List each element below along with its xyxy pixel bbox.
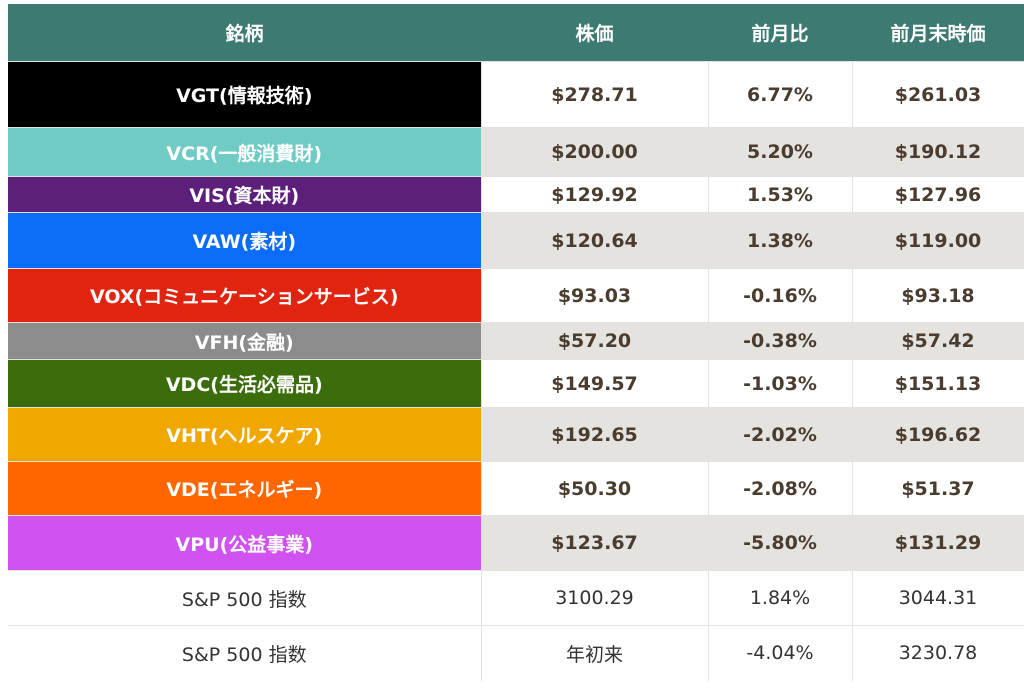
table-header-row: 銘柄 株価 前月比 前月末時価 bbox=[8, 4, 1024, 62]
index-change-cell: 1.84% bbox=[708, 570, 853, 626]
header-change: 前月比 bbox=[708, 4, 852, 62]
price-cell: $50.30 bbox=[481, 461, 709, 516]
table-row: VIS(資本財) $129.92 1.53% $127.96 bbox=[8, 176, 1024, 213]
table-row: VDE(エネルギー) $50.30 -2.08% $51.37 bbox=[8, 461, 1024, 516]
index-prev-close-cell: 3230.78 bbox=[852, 625, 1024, 681]
sector-name-cell: VGT(情報技術) bbox=[8, 61, 482, 128]
prev-close-cell: $57.42 bbox=[852, 322, 1024, 360]
change-cell: 6.77% bbox=[708, 61, 853, 128]
change-cell: 1.38% bbox=[708, 212, 853, 269]
change-cell: -0.16% bbox=[708, 268, 853, 323]
sector-performance-table-wrap: 銘柄 株価 前月比 前月末時価 VGT(情報技術) $278.71 6.77% … bbox=[8, 4, 1024, 681]
table-row: VDC(生活必需品) $149.57 -1.03% $151.13 bbox=[8, 359, 1024, 408]
price-cell: $278.71 bbox=[481, 61, 709, 128]
sector-name-cell: VDC(生活必需品) bbox=[8, 359, 482, 408]
index-price-cell: 3100.29 bbox=[481, 570, 709, 626]
change-cell: -2.08% bbox=[708, 461, 853, 516]
index-row: S&P 500 指数 3100.29 1.84% 3044.31 bbox=[8, 570, 1024, 626]
prev-close-cell: $119.00 bbox=[852, 212, 1024, 269]
price-cell: $149.57 bbox=[481, 359, 709, 408]
prev-close-cell: $93.18 bbox=[852, 268, 1024, 323]
sector-name-cell: VAW(素材) bbox=[8, 212, 482, 269]
price-cell: $123.67 bbox=[481, 515, 709, 571]
price-cell: $57.20 bbox=[481, 322, 709, 360]
prev-close-cell: $190.12 bbox=[852, 127, 1024, 177]
sector-performance-table: 銘柄 株価 前月比 前月末時価 VGT(情報技術) $278.71 6.77% … bbox=[8, 4, 1024, 681]
index-name-cell: S&P 500 指数 bbox=[8, 570, 482, 626]
prev-close-cell: $51.37 bbox=[852, 461, 1024, 516]
price-cell: $129.92 bbox=[481, 176, 709, 213]
header-name: 銘柄 bbox=[8, 4, 481, 62]
sector-name-cell: VOX(コミュニケーションサービス) bbox=[8, 268, 482, 323]
prev-close-cell: $196.62 bbox=[852, 407, 1024, 462]
change-cell: 5.20% bbox=[708, 127, 853, 177]
prev-close-cell: $151.13 bbox=[852, 359, 1024, 408]
index-name-cell: S&P 500 指数 bbox=[8, 625, 482, 681]
index-price-cell: 年初来 bbox=[481, 625, 709, 681]
table-row: VPU(公益事業) $123.67 -5.80% $131.29 bbox=[8, 515, 1024, 571]
change-cell: -0.38% bbox=[708, 322, 853, 360]
prev-close-cell: $131.29 bbox=[852, 515, 1024, 571]
change-cell: -5.80% bbox=[708, 515, 853, 571]
table-row: VGT(情報技術) $278.71 6.77% $261.03 bbox=[8, 61, 1024, 128]
sector-name-cell: VHT(ヘルスケア) bbox=[8, 407, 482, 462]
price-cell: $200.00 bbox=[481, 127, 709, 177]
price-cell: $93.03 bbox=[481, 268, 709, 323]
table-row: VHT(ヘルスケア) $192.65 -2.02% $196.62 bbox=[8, 407, 1024, 462]
sector-name-cell: VCR(一般消費財) bbox=[8, 127, 482, 177]
header-prev-close: 前月末時価 bbox=[852, 4, 1024, 62]
index-row: S&P 500 指数 年初来 -4.04% 3230.78 bbox=[8, 625, 1024, 681]
table-row: VOX(コミュニケーションサービス) $93.03 -0.16% $93.18 bbox=[8, 268, 1024, 323]
sector-name-cell: VIS(資本財) bbox=[8, 176, 482, 213]
price-cell: $192.65 bbox=[481, 407, 709, 462]
sector-name-cell: VDE(エネルギー) bbox=[8, 461, 482, 516]
change-cell: -1.03% bbox=[708, 359, 853, 408]
table-row: VCR(一般消費財) $200.00 5.20% $190.12 bbox=[8, 127, 1024, 177]
prev-close-cell: $261.03 bbox=[852, 61, 1024, 128]
index-prev-close-cell: 3044.31 bbox=[852, 570, 1024, 626]
sector-name-cell: VPU(公益事業) bbox=[8, 515, 482, 571]
index-change-cell: -4.04% bbox=[708, 625, 853, 681]
change-cell: -2.02% bbox=[708, 407, 853, 462]
prev-close-cell: $127.96 bbox=[852, 176, 1024, 213]
change-cell: 1.53% bbox=[708, 176, 853, 213]
price-cell: $120.64 bbox=[481, 212, 709, 269]
header-price: 株価 bbox=[481, 4, 708, 62]
sector-name-cell: VFH(金融) bbox=[8, 322, 482, 360]
table-row: VFH(金融) $57.20 -0.38% $57.42 bbox=[8, 322, 1024, 360]
table-row: VAW(素材) $120.64 1.38% $119.00 bbox=[8, 212, 1024, 269]
